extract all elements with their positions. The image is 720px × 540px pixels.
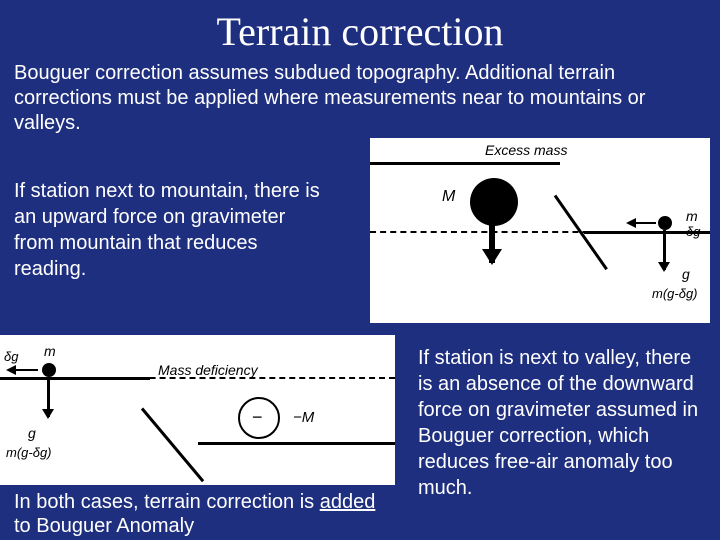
bottom-note-a: In both cases, terrain correction is xyxy=(14,491,314,513)
label-g: g xyxy=(28,425,36,441)
slope-line xyxy=(141,408,204,483)
station-m-dot xyxy=(42,363,56,377)
ground-left xyxy=(0,377,150,380)
dg-left-arrow xyxy=(8,369,38,371)
label-g: g xyxy=(682,266,690,282)
mountain-paragraph: If station next to mountain, there is an… xyxy=(14,178,324,282)
label-mgdg: m(g-δg) xyxy=(652,286,698,301)
label-mass-deficiency: Mass deficiency xyxy=(158,362,258,378)
g-down-arrow xyxy=(663,230,666,270)
M-down-arrow xyxy=(489,213,495,263)
bottom-note-c: to Bouguer Anomaly xyxy=(14,515,194,537)
valley-paragraph: If station is next to valley, there is a… xyxy=(418,345,710,501)
label-dg: δg xyxy=(4,349,18,364)
g-down-arrow xyxy=(47,377,50,417)
void-minus-sign: − xyxy=(252,407,263,428)
label-excess-mass: Excess mass xyxy=(485,142,567,158)
datum-dash xyxy=(370,231,710,233)
label-mgdg: m(g-δg) xyxy=(6,445,52,460)
label-m: m xyxy=(686,208,698,224)
label-M: M xyxy=(442,188,455,206)
diagram-valley: Mass deficiency m δg g m(g-δg) − −M xyxy=(0,335,395,485)
bottom-note-added: added xyxy=(320,491,376,513)
diagram-mountain: Excess mass M m δg g m(g-δg) xyxy=(370,138,710,323)
bottom-note: In both cases, terrain correction is add… xyxy=(14,490,394,538)
station-m-dot xyxy=(658,216,672,230)
dg-left-arrow xyxy=(628,222,656,224)
label-dg: δg xyxy=(686,224,700,239)
plateau-line xyxy=(370,162,560,165)
label-minusM: −M xyxy=(293,409,314,426)
label-m: m xyxy=(44,343,56,359)
intro-paragraph: Bouguer correction assumes subdued topog… xyxy=(0,59,720,136)
slide-title: Terrain correction xyxy=(0,0,720,59)
valley-floor xyxy=(198,442,395,445)
